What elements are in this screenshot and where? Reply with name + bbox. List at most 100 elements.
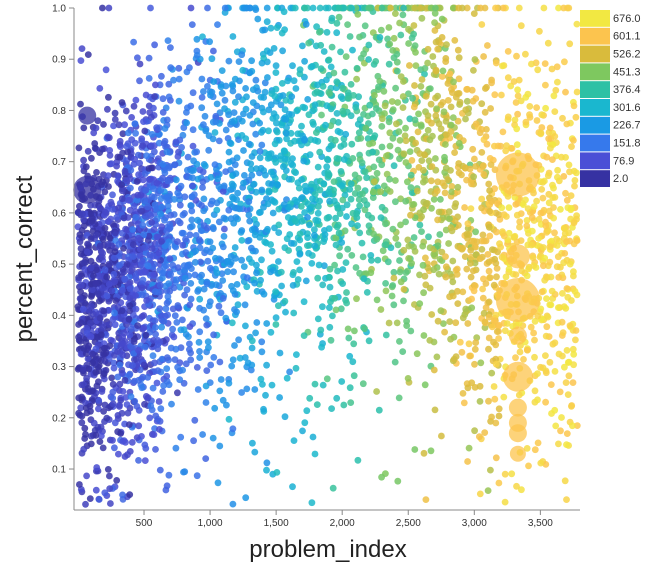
data-point: [201, 112, 209, 120]
data-point: [478, 237, 486, 245]
data-point: [93, 169, 100, 176]
data-point: [285, 247, 292, 254]
data-point: [203, 246, 210, 254]
data-point: [343, 299, 350, 307]
data-point: [345, 334, 353, 342]
data-point: [402, 137, 410, 145]
data-point: [537, 363, 544, 371]
data-point: [273, 119, 280, 127]
data-point: [329, 312, 336, 320]
data-point: [533, 104, 540, 111]
data-point: [268, 381, 276, 389]
data-point: [572, 113, 580, 121]
data-point: [145, 232, 153, 240]
data-point: [84, 147, 92, 155]
data-point: [478, 100, 486, 108]
data-point: [471, 360, 478, 368]
data-point: [421, 272, 429, 280]
data-point: [338, 239, 346, 246]
data-point: [454, 287, 461, 295]
data-point: [421, 381, 429, 389]
data-point: [220, 182, 228, 190]
data-point: [558, 414, 565, 421]
data-point: [136, 77, 143, 85]
data-point: [231, 75, 239, 83]
data-point: [493, 273, 500, 281]
data-point: [290, 437, 298, 444]
data-point: [411, 116, 419, 124]
x-tick-label: 1,000: [198, 518, 223, 529]
data-point: [400, 150, 408, 158]
data-point: [504, 113, 512, 121]
data-point: [129, 226, 137, 233]
data-point: [472, 120, 480, 128]
data-point: [78, 381, 86, 389]
data-point: [351, 190, 359, 197]
data-point-large: [505, 244, 530, 269]
data-point: [334, 127, 342, 135]
data-point: [125, 196, 133, 204]
data-point: [88, 154, 95, 162]
data-point: [570, 102, 578, 110]
data-point: [165, 471, 173, 479]
data-point: [95, 378, 102, 386]
data-point: [273, 469, 281, 476]
data-point: [77, 319, 85, 327]
data-point: [377, 306, 385, 313]
data-point: [334, 119, 342, 126]
data-point: [560, 4, 567, 12]
data-point: [314, 209, 322, 217]
data-point: [447, 224, 455, 232]
data-point: [447, 335, 454, 343]
data-point: [177, 344, 185, 352]
data-point: [554, 78, 561, 86]
data-point: [306, 221, 313, 229]
data-point: [481, 429, 489, 436]
data-point: [275, 302, 282, 310]
data-point: [309, 118, 317, 126]
x-ticks: 500 1,000 1,500 2,000 2,500 3,000 3,500: [136, 510, 553, 529]
data-point: [396, 268, 404, 276]
data-point: [189, 89, 197, 97]
data-point: [305, 242, 313, 249]
data-point: [409, 201, 416, 209]
data-point: [544, 313, 552, 321]
data-point: [511, 116, 519, 124]
data-point: [399, 93, 407, 100]
data-point: [396, 257, 403, 264]
data-point: [339, 107, 347, 115]
data-point: [231, 342, 238, 349]
data-point: [105, 297, 113, 305]
data-point: [555, 350, 563, 358]
data-point: [360, 275, 368, 283]
data-point: [159, 388, 167, 395]
data-point: [452, 200, 460, 207]
data-point: [75, 274, 82, 282]
data-point: [98, 253, 106, 261]
data-point: [148, 131, 156, 138]
data-point: [134, 322, 142, 329]
data-point: [140, 361, 148, 369]
data-point: [430, 266, 438, 274]
data-point: [156, 426, 163, 433]
data-point: [126, 294, 134, 302]
legend-swatch: [580, 45, 610, 63]
data-point: [522, 93, 530, 101]
data-point: [276, 394, 283, 401]
data-point: [394, 146, 402, 154]
data-point: [146, 414, 154, 422]
data-point: [316, 4, 324, 12]
data-point: [78, 281, 85, 289]
data-point: [228, 81, 236, 88]
data-point: [254, 15, 262, 23]
data-point: [265, 188, 272, 196]
data-point: [442, 164, 450, 172]
data-point: [264, 200, 272, 208]
data-point: [126, 206, 134, 214]
data-point: [75, 394, 83, 402]
data-point: [245, 198, 253, 206]
data-point: [75, 144, 83, 152]
data-point: [242, 105, 250, 113]
data-point: [109, 205, 117, 213]
data-point: [407, 211, 414, 219]
